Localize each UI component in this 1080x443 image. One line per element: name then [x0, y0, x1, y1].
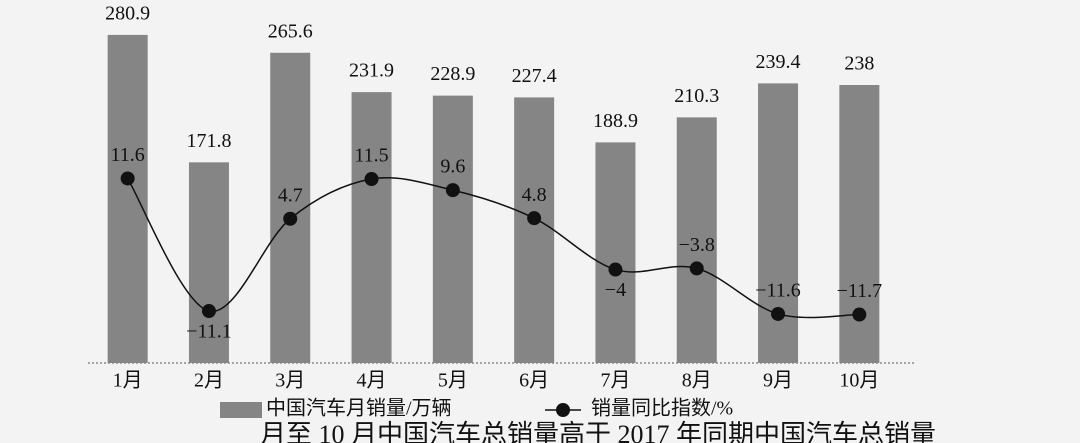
line-point	[852, 307, 867, 322]
x-tick-label: 9月	[763, 370, 793, 392]
bar-value-label: 280.9	[105, 3, 150, 25]
x-tick-label: 6月	[519, 370, 549, 392]
x-tick-label: 7月	[600, 370, 630, 392]
line-point	[608, 262, 623, 277]
line-point	[120, 171, 135, 186]
x-tick-label: 8月	[682, 370, 712, 392]
bar	[758, 83, 799, 363]
bar	[676, 117, 717, 363]
line-value-label: 9.6	[440, 156, 465, 178]
x-tick-label: 10月	[839, 370, 879, 392]
legend-label: 销量同比指数/%	[591, 397, 733, 420]
bar-value-label: 239.4	[756, 51, 801, 73]
line-point	[283, 211, 298, 226]
x-tick-label: 5月	[438, 370, 468, 392]
bar-value-label: 210.3	[674, 85, 719, 107]
bar	[514, 97, 555, 364]
legend-dot	[556, 403, 570, 417]
legend-label: 中国汽车月销量/万辆	[266, 397, 452, 420]
line-point	[201, 304, 216, 319]
bar-value-label: 227.4	[512, 65, 557, 87]
line	[127, 176, 860, 319]
bar	[432, 95, 473, 363]
line-value-label: −11.7	[837, 280, 883, 302]
line-value-label: 11.6	[111, 144, 145, 166]
line-point	[527, 211, 542, 226]
x-tick-label: 3月	[275, 370, 305, 392]
x-tick-label: 4月	[357, 370, 387, 392]
x-tick-label: 1月	[113, 370, 143, 392]
legend-swatch	[220, 402, 262, 418]
bar-value-label: 265.6	[268, 20, 313, 42]
bar	[188, 162, 229, 363]
line-value-label: 11.5	[354, 145, 388, 167]
bar-value-label: 228.9	[430, 63, 475, 85]
bar	[595, 142, 636, 363]
line-point	[445, 183, 460, 198]
x-tick-label: 2月	[194, 370, 224, 392]
bar	[351, 92, 392, 363]
line-value-label: 4.8	[522, 184, 547, 206]
line-value-label: −11.1	[186, 321, 232, 343]
line-point	[771, 306, 786, 321]
bar-value-label: 231.9	[349, 60, 394, 82]
bar-value-label: 238	[844, 53, 874, 75]
line-point	[364, 172, 379, 187]
bar-value-label: 171.8	[186, 130, 231, 152]
bar	[107, 34, 148, 363]
bar-value-label: 188.9	[593, 110, 638, 132]
line-value-label: −11.6	[755, 280, 801, 302]
caption: 月至 10 月中国汽车总销量高于 2017 年同期中国汽车总销量	[260, 420, 936, 443]
line-point	[689, 261, 704, 276]
line-value-label: −3.8	[679, 234, 715, 256]
line-value-label: 4.7	[278, 184, 303, 206]
line-value-label: −4	[605, 279, 626, 301]
